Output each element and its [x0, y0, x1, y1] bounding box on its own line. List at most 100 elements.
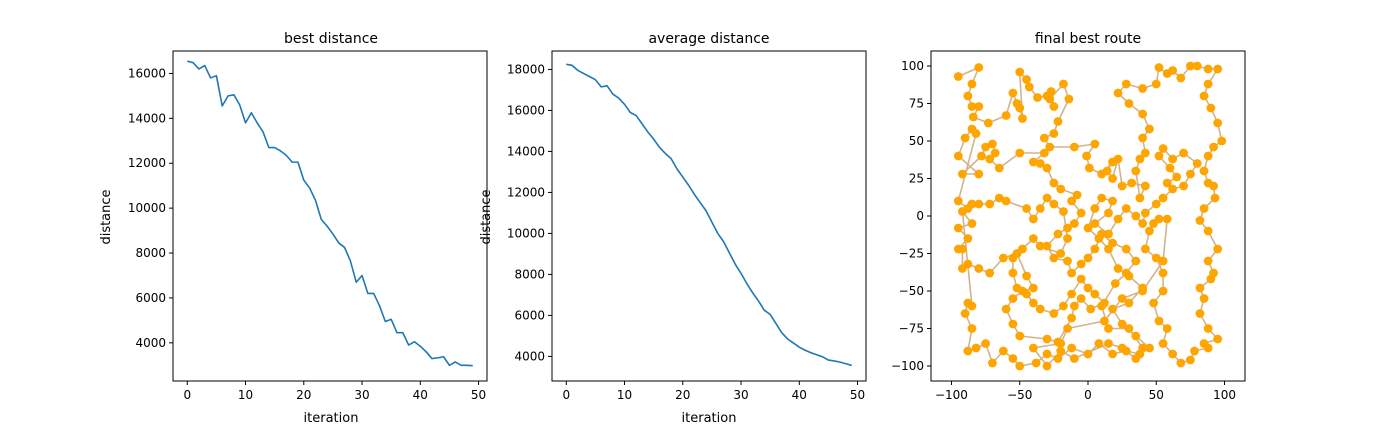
city-point	[1067, 196, 1077, 206]
city-point	[1015, 361, 1025, 371]
city-point	[1203, 256, 1213, 266]
average-distance-ylabel: distance	[479, 189, 494, 244]
city-point	[981, 142, 991, 152]
city-point	[994, 193, 1004, 203]
city-point	[1145, 343, 1154, 353]
city-point	[1154, 214, 1164, 224]
city-point	[985, 154, 995, 164]
city-point	[1179, 181, 1188, 191]
city-point	[1015, 331, 1025, 341]
city-point	[1124, 271, 1134, 281]
city-point	[1076, 274, 1086, 284]
city-point	[1117, 294, 1127, 303]
city-point	[971, 343, 981, 353]
city-point	[1035, 159, 1045, 168]
average-distance-ytick-label: 14000	[507, 144, 545, 158]
city-point	[1018, 114, 1027, 123]
city-point	[1063, 234, 1072, 243]
city-point	[1083, 223, 1093, 233]
city-point	[1076, 208, 1086, 218]
city-point	[967, 199, 977, 209]
average-distance-xtick-label: 0	[562, 388, 570, 402]
average-distance-title: average distance	[648, 31, 769, 47]
city-point	[1195, 309, 1205, 318]
city-point	[985, 268, 995, 278]
best-distance-series-line	[187, 60, 473, 367]
city-point	[1094, 339, 1104, 348]
final-best-route-ytick-label: 0	[916, 209, 924, 223]
city-point	[1108, 196, 1117, 206]
city-point	[1138, 219, 1148, 228]
city-point	[1135, 193, 1145, 203]
city-point	[1124, 298, 1134, 308]
city-point	[971, 129, 981, 138]
city-point	[1069, 219, 1079, 228]
city-point	[1209, 181, 1218, 191]
city-point	[1049, 178, 1059, 188]
final-best-route-plot-area: −100 −50 0 50 100 −100 −75 −50 −25 0 25 50 75 100	[891, 50, 1246, 402]
city-point	[1192, 159, 1202, 168]
average-distance-ytick-label: 10000	[507, 226, 545, 240]
city-point	[1104, 324, 1113, 333]
city-point	[1162, 178, 1172, 188]
city-point	[1049, 309, 1059, 318]
city-point	[1067, 343, 1077, 353]
city-point	[1042, 193, 1052, 203]
best-distance-xtick-label: 20	[296, 388, 311, 402]
city-point	[1168, 66, 1178, 75]
city-point	[1121, 346, 1131, 356]
best-distance-ytick-label: 6000	[135, 291, 166, 305]
city-point	[1138, 84, 1148, 93]
city-point	[1090, 244, 1100, 254]
city-point	[1213, 118, 1223, 128]
city-point	[1199, 204, 1209, 213]
city-point	[1131, 211, 1141, 221]
city-point	[1168, 349, 1178, 359]
city-point	[1083, 253, 1093, 263]
city-point	[1154, 151, 1164, 161]
final-best-route-xtick-label: −100	[935, 388, 968, 402]
final-best-route-ytick-label: 25	[909, 172, 924, 186]
city-point	[1008, 268, 1018, 278]
city-point	[1067, 313, 1077, 323]
city-point	[1104, 339, 1113, 348]
city-point	[1045, 94, 1055, 104]
city-point	[1028, 283, 1038, 293]
city-point	[1124, 99, 1134, 108]
city-point	[974, 199, 984, 209]
city-point	[1099, 316, 1109, 326]
best-distance-ytick-label: 14000	[128, 111, 166, 125]
city-point	[1213, 334, 1223, 344]
city-point	[1108, 304, 1117, 314]
city-point	[1031, 358, 1041, 368]
city-point	[1022, 75, 1031, 84]
city-point	[1008, 319, 1018, 329]
city-point	[1008, 88, 1018, 98]
city-point	[1195, 216, 1205, 225]
city-point	[1104, 229, 1113, 239]
city-point	[958, 264, 967, 273]
best-distance-xtick-label: 10	[238, 388, 253, 402]
city-point	[1168, 154, 1178, 164]
average-distance-xtick-label: 20	[675, 388, 690, 402]
average-distance-xtick-label: 50	[850, 388, 865, 402]
city-point	[1018, 286, 1027, 296]
city-point	[1158, 144, 1168, 153]
city-point	[1203, 151, 1213, 161]
average-distance-series-line	[566, 63, 852, 367]
final-best-route-ytick-label: −50	[899, 284, 924, 298]
city-point	[1099, 298, 1109, 308]
city-point	[1033, 93, 1042, 102]
city-point	[1138, 109, 1148, 119]
average-distance-xtick-label: 10	[617, 388, 632, 402]
city-point	[1131, 331, 1141, 341]
city-point	[1192, 61, 1202, 71]
city-point	[1151, 79, 1161, 89]
city-point	[963, 91, 973, 101]
city-point	[967, 324, 977, 333]
final-best-route-ytick-label: 100	[901, 59, 924, 73]
city-point	[953, 244, 963, 254]
city-point	[967, 79, 977, 89]
city-point	[958, 207, 967, 216]
city-point	[1135, 154, 1145, 164]
